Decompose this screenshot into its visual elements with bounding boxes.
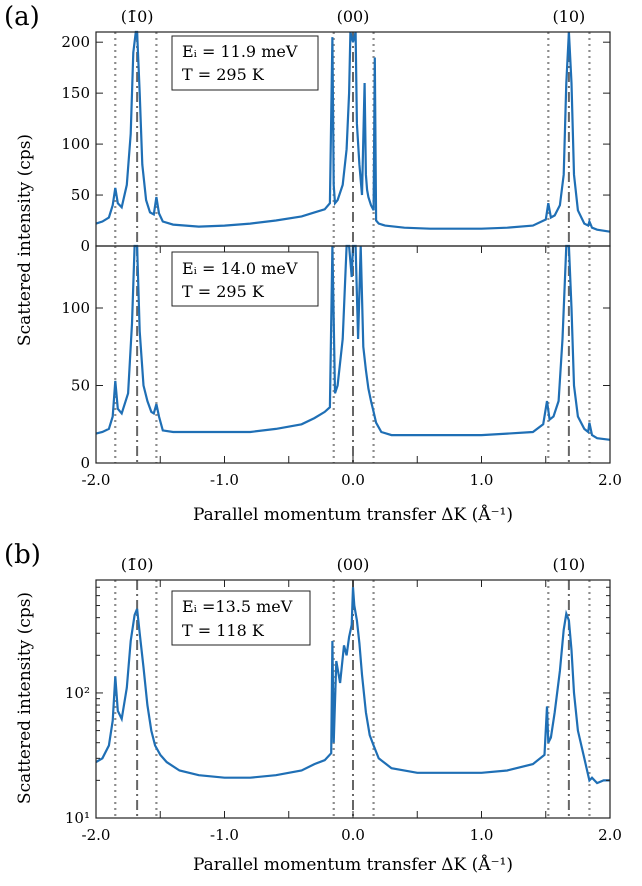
peak-label: (00) <box>337 7 370 26</box>
y-tick-label: 50 <box>71 186 90 204</box>
x-ticks-b: -2.0 -1.0 0.0 1.0 2.0 <box>82 580 622 844</box>
annotation-box-a-top <box>171 35 319 91</box>
peak-label: (00) <box>337 555 370 574</box>
annotation-box-a-bottom <box>171 251 319 307</box>
x-tick-label: -2.0 <box>82 826 111 844</box>
panel-b: 10¹ 10² -2.0 -1.0 0.0 1.0 2.0 Eᵢ =13.5 meV T … <box>65 579 622 844</box>
x-axis-label-b: Parallel momentum transfer ΔK (Å⁻¹) <box>193 854 513 875</box>
panel-b-label: (b) <box>4 540 41 570</box>
annotation-energy-a-top: Eᵢ = 11.9 meV <box>182 42 298 61</box>
panel-a-label: (a) <box>4 2 40 32</box>
peak-label: (10) <box>552 555 585 574</box>
x-tick-label: 1.0 <box>470 471 494 489</box>
y-tick-label: 0 <box>80 454 90 472</box>
annotation-energy-b: Eᵢ =13.5 meV <box>182 597 293 616</box>
peak-labels-b: (1̄0) (00) (10) <box>121 555 586 574</box>
y-tick-label: 0 <box>80 237 90 255</box>
y-tick-label: 10² <box>65 684 90 702</box>
y-tick-label: 10¹ <box>65 809 90 827</box>
y-ticks-b: 10¹ 10² <box>65 579 610 827</box>
y-tick-label: 150 <box>61 84 90 102</box>
x-tick-label: 0.0 <box>341 826 365 844</box>
panel-a-top: 0 50 100 150 200 Eᵢ = 11.9 meV T = 295 K <box>61 30 611 255</box>
peak-labels-a: (1̄0) (00) (10) <box>121 7 586 26</box>
x-tick-label: -1.0 <box>210 826 239 844</box>
y-ticks-a-top: 0 50 100 150 200 <box>61 33 610 255</box>
annotation-energy-a-bottom: Eᵢ = 14.0 meV <box>182 259 298 278</box>
panel-a-bottom: 0 50 100 -2.0 -1.0 0.0 1.0 2.0 Eᵢ = 14.0 meV T… <box>61 244 622 489</box>
y-tick-label: 200 <box>61 33 90 51</box>
annotation-temp-b: T = 118 K <box>182 621 265 640</box>
series-line-b <box>95 587 610 785</box>
annotation-temp-a-bottom: T = 295 K <box>182 282 265 301</box>
x-tick-label: 0.0 <box>341 471 365 489</box>
series-line-a-top <box>95 30 611 233</box>
y-tick-label: 100 <box>61 299 90 317</box>
x-tick-label: 1.0 <box>470 826 494 844</box>
peak-label: (10) <box>552 7 585 26</box>
peak-label: (1̄0) <box>121 555 154 574</box>
x-tick-label: -1.0 <box>210 471 239 489</box>
y-axis-label-b: Scattered intensity (cps) <box>15 592 35 804</box>
series-line-a-bottom <box>95 244 611 441</box>
peak-label: (1̄0) <box>121 7 154 26</box>
x-tick-label: 2.0 <box>598 471 622 489</box>
y-tick-label: 50 <box>71 377 90 395</box>
x-axis-label-a: Parallel momentum transfer ΔK (Å⁻¹) <box>193 504 513 525</box>
y-ticks-a-bottom: 0 50 100 <box>61 299 610 472</box>
y-axis-label-a: Scattered intensity (cps) <box>15 134 35 346</box>
annotation-temp-a-top: T = 295 K <box>182 65 265 84</box>
x-ticks-a-bottom: -2.0 -1.0 0.0 1.0 2.0 <box>82 246 622 489</box>
x-tick-label: -2.0 <box>82 471 111 489</box>
y-tick-label: 100 <box>61 135 90 153</box>
x-tick-label: 2.0 <box>598 826 622 844</box>
reference-lines-a-top <box>114 32 591 246</box>
annotation-box-b <box>171 590 311 646</box>
